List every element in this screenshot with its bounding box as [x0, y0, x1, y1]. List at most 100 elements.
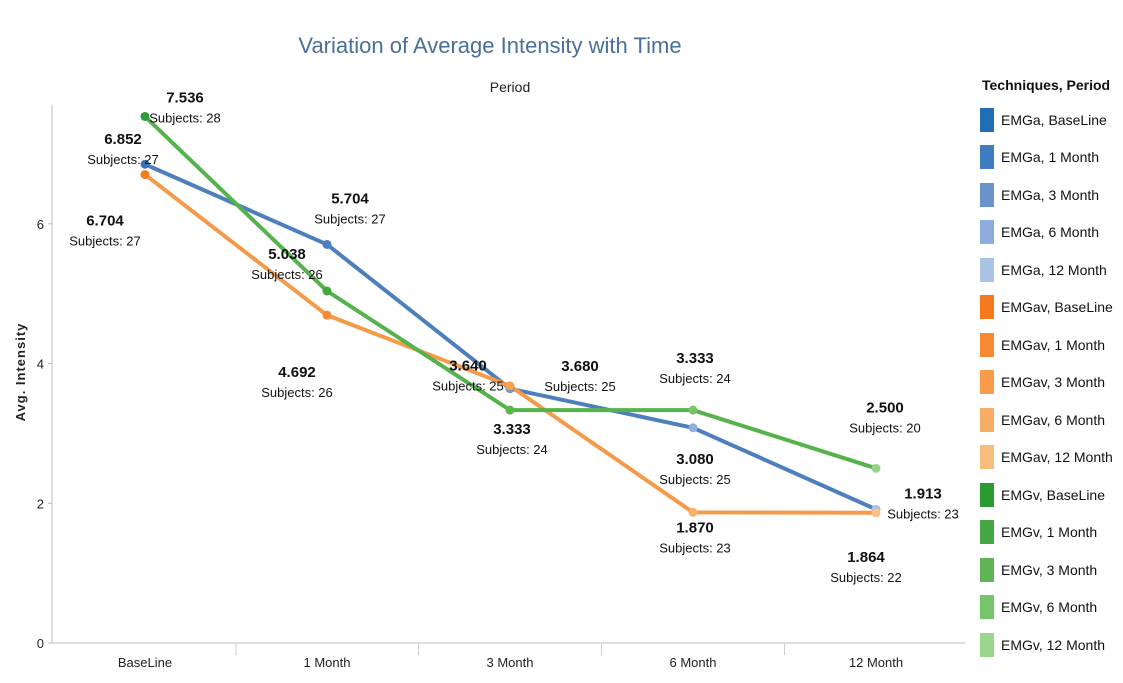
line-chart: Variation of Average Intensity with Time… [13, 33, 965, 670]
subjects-label: Subjects: 26 [261, 385, 333, 400]
legend-label: EMGv, 12 Month [1001, 636, 1106, 653]
value-label: 7.536 [166, 89, 204, 106]
subjects-label: Subjects: 27 [314, 211, 386, 226]
legend-swatch [980, 520, 994, 545]
legend-label: EMGav, BaseLine [1001, 299, 1113, 316]
value-label: 1.913 [904, 485, 942, 502]
legend-label: EMGav, 6 Month [1001, 411, 1106, 428]
legend-items: EMGa, BaseLine EMGa, 1 Month EMGa, 3 Month… [980, 101, 1120, 664]
legend-swatch [980, 557, 994, 582]
subjects-label: Subjects: 25 [659, 472, 731, 487]
legend-swatch [980, 407, 994, 432]
value-label: 3.333 [493, 421, 531, 438]
value-label: 1.864 [847, 549, 885, 566]
subjects-label: Subjects: 25 [544, 379, 616, 394]
value-label: 3.333 [676, 350, 714, 367]
legend-swatch [980, 332, 994, 357]
y-tick-label: 6 [37, 217, 44, 232]
legend-item: EMGav, 3 Month [980, 364, 1120, 402]
legend-swatch [980, 107, 994, 132]
y-axis-title: Avg. Intensity [13, 323, 28, 422]
legend-label: EMGv, BaseLine [1001, 486, 1106, 503]
subjects-label: Subjects: 24 [659, 371, 731, 386]
legend-swatch [980, 257, 994, 282]
legend-label: EMGv, 1 Month [1001, 524, 1098, 541]
value-label: 6.704 [86, 213, 124, 230]
value-label: 5.038 [268, 246, 306, 263]
legend-item: EMGv, 12 Month [980, 626, 1120, 664]
legend-label: EMGa, 6 Month [1001, 224, 1100, 241]
column-header: Period [490, 79, 530, 95]
data-point-emgv [688, 405, 698, 415]
legend-swatch [980, 295, 994, 320]
legend-label: EMGav, 1 Month [1001, 336, 1106, 353]
data-point-emga [322, 239, 332, 249]
value-label: 5.704 [331, 190, 369, 207]
legend: Techniques, Period EMGa, BaseLine EMGa, 1… [980, 75, 1120, 664]
data-point-emgav [871, 508, 881, 518]
data-point-emga [140, 159, 150, 169]
y-tick-label: 4 [37, 357, 44, 372]
data-point-emgav [505, 381, 515, 391]
x-tick-label: 1 Month [304, 655, 351, 670]
legend-item: EMGv, BaseLine [980, 476, 1120, 514]
subjects-label: Subjects: 20 [849, 420, 921, 435]
value-label: 6.852 [104, 131, 142, 148]
subjects-label: Subjects: 22 [830, 570, 902, 585]
value-label: 3.640 [449, 358, 487, 375]
legend-item: EMGa, 12 Month [980, 251, 1120, 289]
data-point-emga [688, 423, 698, 433]
data-point-emgav [140, 170, 150, 180]
legend-swatch [980, 482, 994, 507]
data-point-emgav [322, 310, 332, 320]
legend-swatch [980, 182, 994, 207]
legend-label: EMGa, BaseLine [1001, 111, 1107, 128]
subjects-label: Subjects: 27 [69, 234, 141, 249]
subjects-label: Subjects: 26 [251, 267, 323, 282]
legend-item: EMGav, 12 Month [980, 439, 1120, 477]
legend-label: EMGav, 12 Month [1001, 449, 1113, 466]
x-tick-label: 12 Month [849, 655, 903, 670]
value-label: 3.680 [561, 358, 599, 375]
legend-item: EMGav, 6 Month [980, 401, 1120, 439]
value-label: 4.692 [278, 364, 316, 381]
subjects-label: Subjects: 25 [432, 379, 504, 394]
x-tick-label: 6 Month [670, 655, 717, 670]
legend-swatch [980, 370, 994, 395]
value-label: 2.500 [866, 399, 904, 416]
subjects-label: Subjects: 28 [149, 110, 221, 125]
series-line-emgv [143, 114, 878, 471]
legend-label: EMGa, 12 Month [1001, 261, 1107, 278]
legend-item: EMGv, 6 Month [980, 589, 1120, 627]
subjects-label: Subjects: 24 [476, 442, 548, 457]
x-tick-label: BaseLine [118, 655, 172, 670]
legend-item: EMGv, 1 Month [980, 514, 1120, 552]
subjects-label: Subjects: 23 [887, 506, 959, 521]
data-point-emgv [871, 463, 881, 473]
legend-label: EMGa, 1 Month [1001, 149, 1100, 166]
legend-item: EMGav, 1 Month [980, 326, 1120, 364]
legend-item: EMGa, BaseLine [980, 101, 1120, 139]
data-labels: 6.852 Subjects: 27 5.704 Subjects: 27 3.640 S… [69, 89, 959, 584]
chart-title: Variation of Average Intensity with Time [298, 33, 681, 58]
data-points [140, 111, 881, 518]
legend-label: EMGv, 3 Month [1001, 561, 1098, 578]
value-label: 3.080 [676, 451, 714, 468]
value-label: 1.870 [676, 519, 714, 536]
data-point-emgv [505, 405, 515, 415]
legend-label: EMGv, 6 Month [1001, 599, 1098, 616]
legend-item: EMGa, 1 Month [980, 139, 1120, 177]
y-tick-label: 2 [37, 496, 44, 511]
legend-item: EMGav, BaseLine [980, 289, 1120, 327]
legend-swatch [980, 595, 994, 620]
subjects-label: Subjects: 27 [87, 152, 159, 167]
legend-item: EMGv, 3 Month [980, 551, 1120, 589]
data-point-emgv [322, 286, 332, 296]
axes: 0 2 4 6 BaseLine 1 Month 3 Month 6 Month 12 Mont… [37, 105, 965, 670]
legend-item: EMGa, 3 Month [980, 176, 1120, 214]
legend-swatch [980, 220, 994, 245]
data-point-emgav [688, 507, 698, 517]
legend-label: EMGav, 3 Month [1001, 374, 1106, 391]
subjects-label: Subjects: 23 [659, 540, 731, 555]
legend-label: EMGa, 3 Month [1001, 186, 1100, 203]
